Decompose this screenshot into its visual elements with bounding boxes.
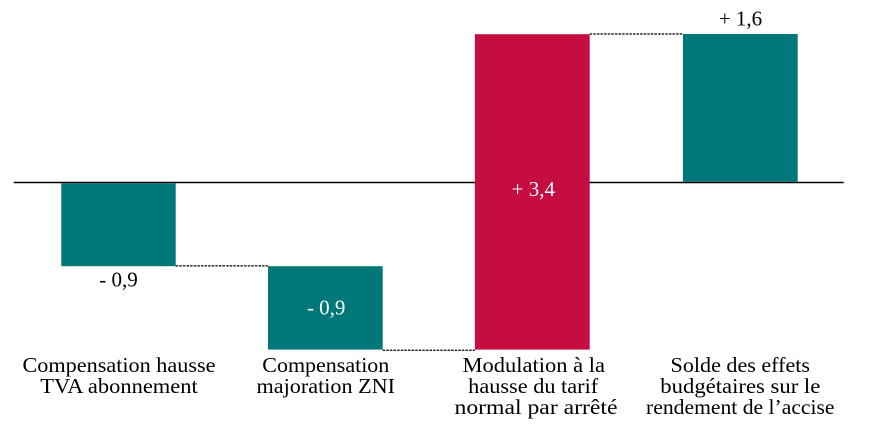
svg-text:Compensation: Compensation bbox=[262, 353, 390, 377]
svg-text:majoration ZNI: majoration ZNI bbox=[257, 374, 396, 398]
svg-text:+ 1,6: + 1,6 bbox=[719, 6, 762, 30]
svg-text:rendement de l’accise: rendement de l’accise bbox=[646, 395, 835, 419]
svg-text:normal par arrêté: normal par arrêté bbox=[455, 395, 618, 419]
svg-text:+ 3,4: + 3,4 bbox=[512, 177, 556, 201]
svg-text:hausse du tarif: hausse du tarif bbox=[468, 374, 598, 398]
svg-text:Modulation à la: Modulation à la bbox=[463, 353, 606, 377]
svg-text:Compensation hausse: Compensation hausse bbox=[23, 353, 216, 377]
svg-text:- 0,9: - 0,9 bbox=[99, 267, 138, 291]
svg-text:- 0,9: - 0,9 bbox=[307, 296, 346, 320]
svg-text:Solde des effets: Solde des effets bbox=[671, 353, 811, 377]
svg-text:TVA abonnement: TVA abonnement bbox=[40, 374, 198, 398]
svg-text:budgétaires sur le: budgétaires sur le bbox=[660, 374, 820, 398]
